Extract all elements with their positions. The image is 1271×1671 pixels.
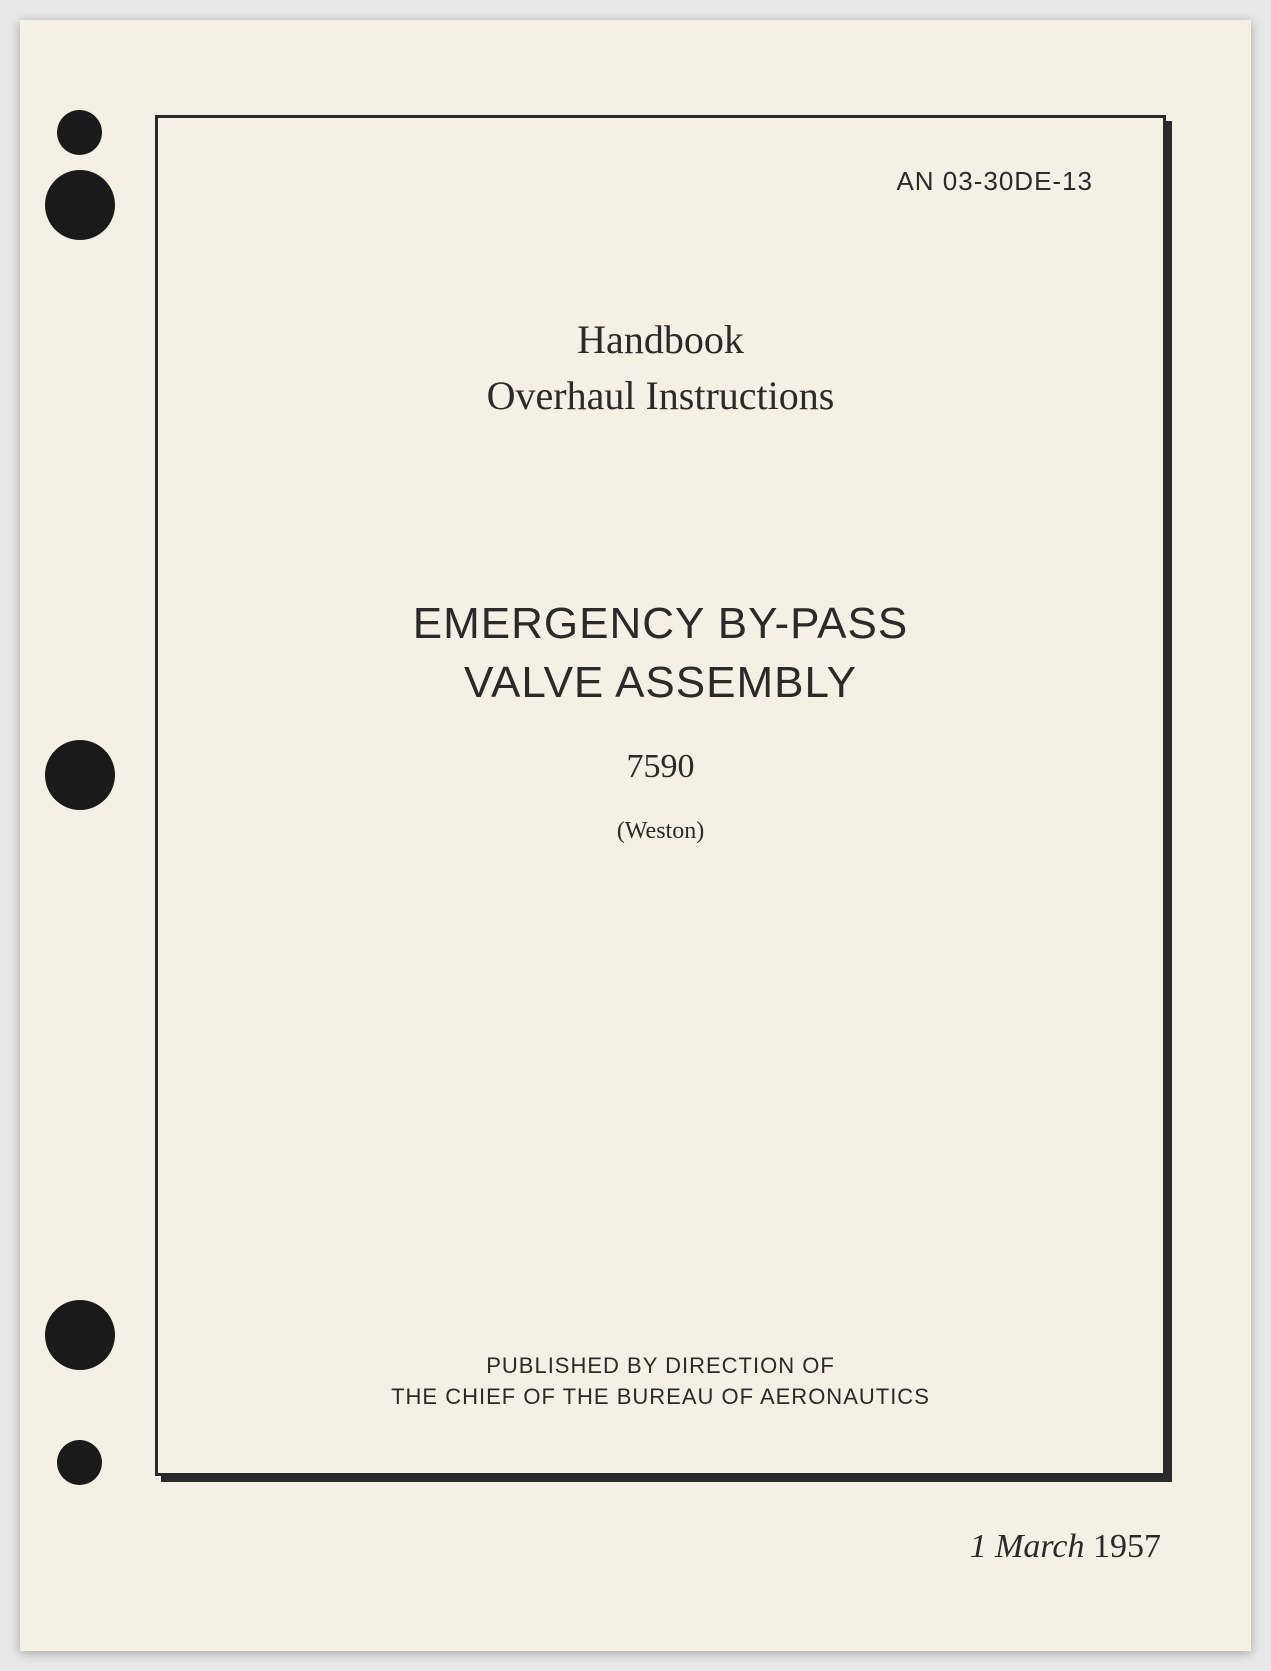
binder-hole-small-bottom bbox=[57, 1440, 102, 1485]
document-page: AN 03-30DE-13 Handbook Overhaul Instruct… bbox=[20, 20, 1251, 1651]
manufacturer: (Weston) bbox=[218, 818, 1103, 845]
binder-hole-middle bbox=[45, 740, 115, 810]
title-line-2: VALVE ASSEMBLY bbox=[218, 653, 1103, 712]
content-frame: AN 03-30DE-13 Handbook Overhaul Instruct… bbox=[155, 115, 1166, 1476]
publication-date: 1 March 1957 bbox=[970, 1528, 1161, 1566]
header-overhaul: Overhaul Instructions bbox=[218, 368, 1103, 424]
binder-hole-top bbox=[45, 170, 115, 240]
header-section: Handbook Overhaul Instructions bbox=[218, 312, 1103, 424]
header-handbook: Handbook bbox=[218, 312, 1103, 368]
publisher-section: PUBLISHED BY DIRECTION OF THE CHIEF OF T… bbox=[158, 1351, 1163, 1413]
title-line-1: EMERGENCY BY-PASS bbox=[218, 594, 1103, 653]
document-number: AN 03-30DE-13 bbox=[218, 166, 1093, 197]
part-number: 7590 bbox=[218, 748, 1103, 786]
title-section: EMERGENCY BY-PASS VALVE ASSEMBLY 7590 (W… bbox=[218, 594, 1103, 845]
publisher-line-2: THE CHIEF OF THE BUREAU OF AERONAUTICS bbox=[158, 1382, 1163, 1413]
date-year: 1957 bbox=[1085, 1528, 1162, 1565]
binder-hole-bottom bbox=[45, 1300, 115, 1370]
binder-hole-small-top bbox=[57, 110, 102, 155]
publisher-line-1: PUBLISHED BY DIRECTION OF bbox=[158, 1351, 1163, 1382]
date-month: 1 March bbox=[970, 1528, 1085, 1565]
